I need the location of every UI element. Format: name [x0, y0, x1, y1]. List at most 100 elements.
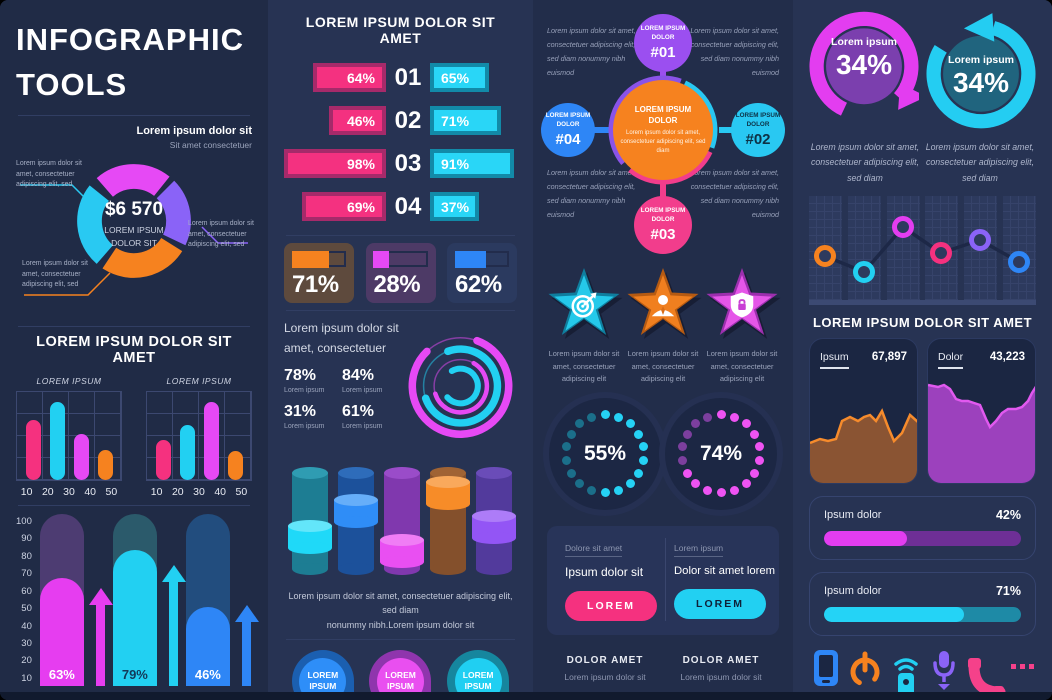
- node-04: LOREM IPSUM DOLOR #04: [541, 103, 595, 157]
- column-ranks: LOREM IPSUM DOLOR SIT AMET 64% 01 65% 46…: [268, 0, 533, 692]
- progress-dot: [625, 419, 635, 429]
- bubble-badge: LOREM IPSUM: [447, 650, 510, 692]
- progress-dot: [566, 468, 576, 478]
- up-arrow-icon: [88, 587, 113, 686]
- arrow-caption: Lorem ipsum dolor sit amet, consectetuer…: [925, 142, 1035, 183]
- progress-dot: [741, 419, 751, 429]
- user-icon: [651, 295, 675, 317]
- progress-dot: [634, 429, 644, 439]
- progress-dot: [600, 488, 610, 498]
- cyan-bar: 65%: [430, 63, 490, 92]
- star-badge-lock: Lorem ipsum dolor sit amet, consectetuer a…: [705, 268, 779, 386]
- donut-chart: Lorem ipsum dolor sit Sit amet consectet…: [16, 123, 254, 319]
- microphone-icon: [928, 650, 960, 692]
- dotted-circle-55: 55%: [549, 397, 661, 510]
- star-badge-user: Lorem ipsum dolor sit amet, consectetuer a…: [626, 268, 700, 386]
- percent-card: 28%: [365, 243, 436, 303]
- bubble-badge: LOREM IPSUM: [291, 650, 354, 692]
- bar-group: 79%: [112, 513, 186, 686]
- column-analytics: Lorem ipsum 34% Lorem ipsum 34% Lorem ipsu…: [793, 0, 1052, 692]
- progress-dot: [691, 479, 701, 489]
- footer-block: DOLOR AMET Lorem ipsum dolor sit: [564, 654, 646, 682]
- line-chart: [809, 196, 1036, 301]
- progress-dot: [703, 412, 713, 422]
- progress-dot: [575, 419, 585, 429]
- phone-icon: [966, 656, 1034, 692]
- progress-dot: [678, 456, 688, 465]
- progress-dot: [566, 429, 576, 439]
- cyan-bar: 37%: [430, 192, 479, 221]
- footer-blocks: DOLOR AMET Lorem ipsum dolor sit DOLOR AM…: [547, 655, 779, 682]
- rank-row: 46% 02 71%: [284, 99, 517, 142]
- y-axis: 100 90 80 70 60 50 40 30 20 10: [16, 515, 32, 684]
- mini-bar-charts: LOREM IPSUM 10 20 30 40 50 LOREM IPSUM: [16, 376, 252, 498]
- progress-dot: [562, 456, 572, 465]
- pricing-left: Dolore sit amet Ipsum dolor sit LOREM: [557, 537, 666, 621]
- donut-callout-bottom: Lorem ipsum dolor sit amet, consectetuer…: [22, 259, 88, 289]
- bar: [179, 425, 195, 480]
- dotted-circle-74: 74%: [665, 397, 777, 510]
- x-axis-labels: 10 20 30 40 50: [20, 485, 118, 498]
- bar-charts-header: LOREM IPSUM DOLOR SIT AMET: [36, 333, 232, 366]
- bar: [25, 420, 41, 480]
- rank-row: 98% 03 91%: [284, 142, 517, 185]
- column-network: Lorem ipsum dolor sit amet, consectetuer…: [533, 0, 793, 692]
- ranks-header: LOREM IPSUM DOLOR SIT AMET: [305, 14, 496, 46]
- progress-dot: [625, 479, 635, 489]
- progress-dot: [716, 410, 726, 420]
- area-card-dolor: Dolor 43,223: [927, 338, 1036, 485]
- rank-number: 01: [394, 63, 422, 91]
- progress-dot: [682, 468, 692, 478]
- lorem-button-pink[interactable]: LOREM: [565, 590, 657, 621]
- area-chart-purple: [928, 383, 1035, 484]
- hub-ring: [608, 75, 718, 185]
- donut-callout-right: Lorem ipsum dolor sit amet, consectetuer…: [188, 219, 254, 249]
- progress-dot: [750, 429, 760, 439]
- star-badges: Lorem ipsum dolor sit amet, consectetuer a…: [547, 268, 779, 386]
- hub-text-bottom-left: Lorem ipsum dolor sit amet, consectetuer…: [547, 168, 636, 220]
- up-arrow-icon: [234, 605, 259, 686]
- progress-dot: [750, 468, 760, 478]
- rank-row: 64% 01 65%: [284, 56, 517, 99]
- x-axis-labels: 10 20 30 40 50: [150, 485, 248, 498]
- bar: [227, 450, 243, 480]
- progress-dot: [638, 442, 648, 452]
- progress-dot: [634, 468, 644, 478]
- percent-cards: 71% 28% 62%: [284, 243, 517, 303]
- progress-dot: [741, 479, 751, 489]
- donut-rings: [77, 164, 191, 278]
- area-chart-brown: [810, 408, 917, 484]
- pricing-right: Lorem ipsum Dolor sit amet lorem LOREM: [666, 538, 783, 621]
- device-icons-row: [809, 650, 1036, 692]
- power-icon: [847, 650, 883, 692]
- circular-arrow-cyan: Lorem ipsum 34%: [926, 10, 1036, 132]
- progress-dot: [613, 485, 623, 495]
- lorem-button-cyan[interactable]: LOREM: [674, 588, 766, 619]
- circular-arrow-magenta: Lorem ipsum 34%: [809, 10, 927, 132]
- mini-bar-chart-2: LOREM IPSUM 10 20 30 40 50: [146, 376, 252, 498]
- ring-stats: Lorem ipsum dolor sit amet, consectetuer …: [284, 318, 517, 456]
- concentric-rings-chart: [408, 334, 513, 438]
- smartphone-icon: [811, 650, 841, 692]
- hub-center-node: LOREM IPSUM DOLOR Lorem ipsum dolor sit a…: [613, 80, 713, 180]
- area-card-ipsum: Ipsum 67,897: [809, 338, 918, 485]
- pricing-card: Dolore sit amet Ipsum dolor sit LOREM Lo…: [547, 525, 779, 635]
- bar: [49, 402, 65, 480]
- bubble-badge: LOREM IPSUM: [369, 650, 432, 692]
- analytics-header: LOREM IPSUM DOLOR SIT AMET: [812, 315, 1033, 331]
- column-donut: INFOGRAPHIC TOOLS Lorem ipsum dolor sit …: [0, 0, 268, 692]
- progress-dot: [638, 456, 648, 465]
- bar-group: 63%: [39, 513, 113, 686]
- rank-number: 04: [394, 192, 422, 220]
- progress-dot: [600, 410, 610, 420]
- node-01: LOREM IPSUM DOLOR #01: [634, 14, 692, 72]
- progress-dot: [754, 456, 764, 465]
- progress-dot: [613, 412, 623, 422]
- percent-card: 62%: [447, 243, 517, 303]
- cylinders-caption: Lorem ipsum dolor sit amet, consectetuer…: [288, 591, 513, 630]
- pink-bar: 46%: [328, 106, 386, 135]
- stat: 78% Lorem ipsum: [284, 366, 325, 394]
- progress-dot: [587, 485, 597, 495]
